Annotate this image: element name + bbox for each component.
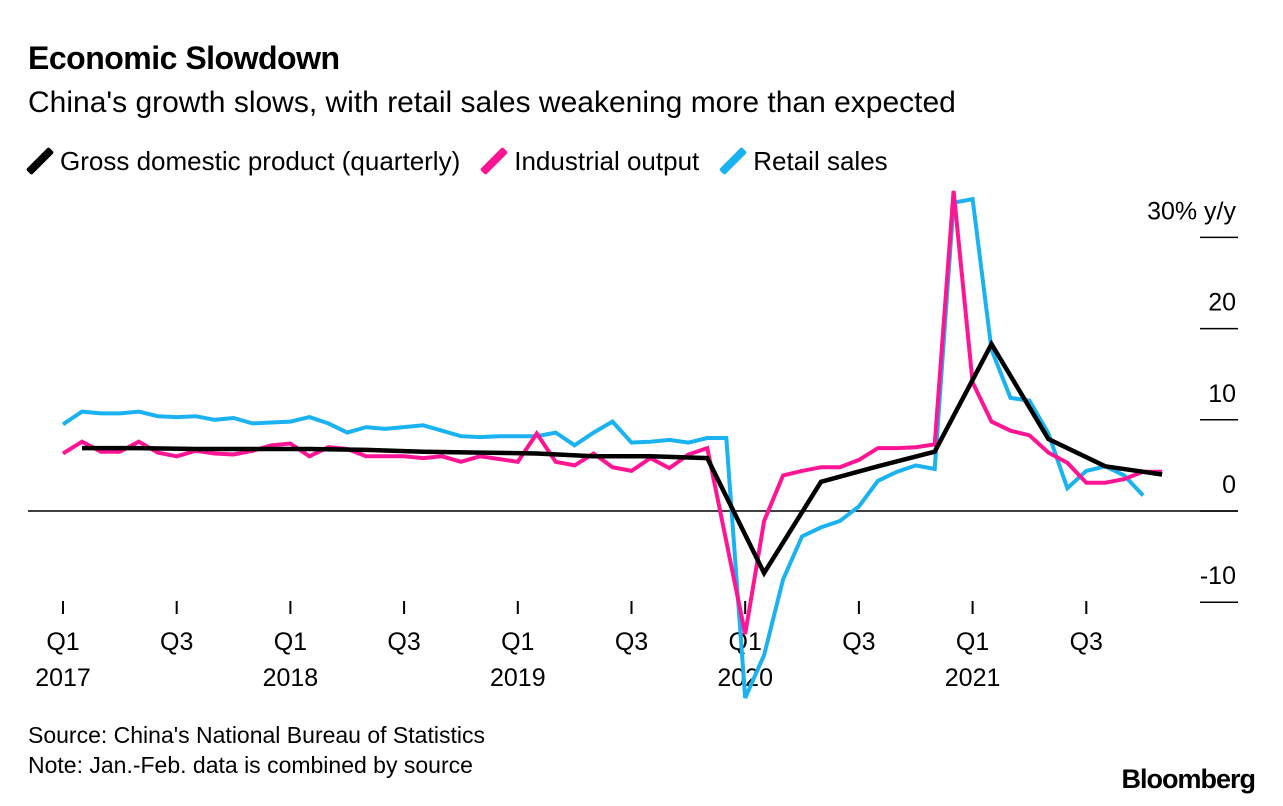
- x-tick-label: Q1: [274, 628, 307, 656]
- x-tick-label: Q3: [387, 628, 420, 656]
- legend-item-retail: Retail sales: [719, 145, 888, 177]
- y-tick-label: 20: [1208, 289, 1236, 317]
- source-note: Source: China's National Bureau of Stati…: [28, 722, 485, 748]
- legend-label-gdp: Gross domestic product (quarterly): [60, 145, 461, 176]
- legend-item-industrial: Industrial output: [480, 145, 700, 177]
- y-tick-label: 10: [1208, 380, 1236, 408]
- x-tick-year: 2018: [263, 664, 319, 692]
- legend-label-industrial: Industrial output: [514, 145, 700, 176]
- legend-item-gdp: Gross domestic product (quarterly): [25, 145, 461, 177]
- x-tick-year: 2021: [945, 664, 1001, 692]
- x-tick-label: Q1: [46, 628, 79, 656]
- chart-title: Economic Slowdown: [28, 40, 340, 76]
- x-tick-label: Q1: [501, 628, 534, 656]
- chart-subtitle: China's growth slows, with retail sales …: [28, 86, 956, 119]
- legend-label-retail: Retail sales: [753, 145, 888, 176]
- series-line-retail: [61, 196, 1145, 699]
- x-tick-label: Q3: [842, 628, 875, 656]
- footnote: Note: Jan.-Feb. data is combined by sour…: [28, 752, 473, 778]
- y-tick-label: 30% y/y: [1147, 197, 1236, 225]
- y-tick-label: -10: [1200, 562, 1236, 590]
- x-tick-label: Q3: [615, 628, 648, 656]
- x-tick-year: 2017: [35, 664, 91, 692]
- x-tick-year: 2019: [490, 664, 546, 692]
- bloomberg-logo: Bloomberg: [1121, 764, 1256, 794]
- y-tick-label: 0: [1222, 471, 1236, 499]
- series-line-gdp: [82, 339, 1163, 578]
- legend: Gross domestic product (quarterly) Indus…: [25, 145, 910, 177]
- x-tick-label: Q1: [956, 628, 989, 656]
- series-line-industrial: [61, 190, 1163, 635]
- x-tick-label: Q3: [1070, 628, 1103, 656]
- x-tick-label: Q3: [160, 628, 193, 656]
